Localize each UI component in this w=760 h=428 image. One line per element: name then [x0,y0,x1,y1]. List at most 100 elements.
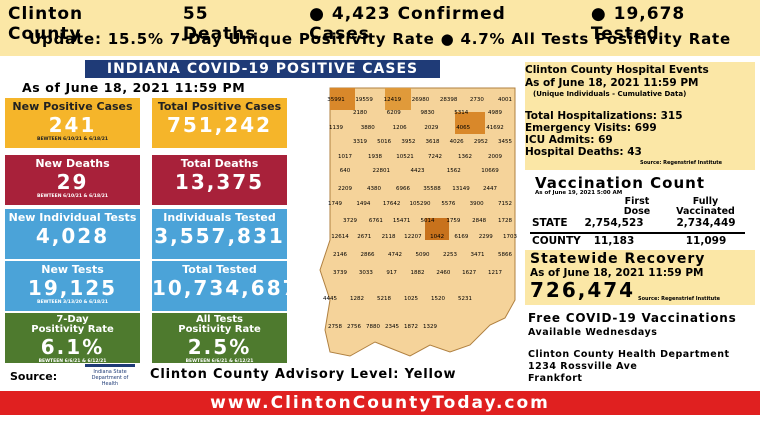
county-count: 4001 [498,97,512,103]
stat-label: Individuals Tested [163,211,276,224]
header-item: ● 19,678 Tested [590,4,686,44]
stat-label: Total Deaths [180,157,259,170]
county-count: 12419 [384,97,402,103]
county-count: 1139 [329,125,343,131]
stat-value: 13,375 [174,170,265,194]
county-count: 3471 [471,252,485,258]
stat-label: New Deaths [35,157,110,170]
stat-value: 4,028 [35,224,110,248]
hospital-line: Total Hospitalizations: 315 [525,110,683,122]
county-count: 5014 [421,218,435,224]
hospital-source: Source: Regenstrief Institute [640,160,723,166]
url: www.ClintonCountyToday.com [0,391,760,415]
county-count: 2758 [328,324,342,330]
county-shade [330,88,355,110]
stat-value: 6.1% [40,335,105,359]
stat-note: BEWTEEN 6/6/21 & 6/12/21 [185,359,254,364]
county-count: 3729 [343,218,357,224]
vacc-cell: 11,099 [685,235,727,247]
hospital-title: Clinton County Hospital Events [525,64,709,76]
county-count: 4380 [367,186,381,192]
header-item: 55 Deaths [182,4,257,44]
vacc-col: First Dose [623,196,651,217]
stat-value: 3,557,831 [154,224,285,248]
county-count: 1362 [458,154,472,160]
hospital-sub: (Unique Individuals - Cumulative Data) [533,90,687,98]
stat-value: 751,242 [166,113,273,137]
stat-label: New Tests [41,263,104,276]
recovery-as-of: As of June 18, 2021 11:59 PM [530,267,704,279]
source-label: Source: [10,370,58,383]
header [0,0,760,56]
stat-box: 7-Day Positivity Rate 6.1% BEWTEEN 6/6/21 … [5,313,140,364]
county-count: 2009 [488,154,502,160]
county-count: 1759 [446,218,460,224]
county-count: 19559 [355,97,373,103]
county-count: 2671 [357,234,371,240]
county-count: 640 [340,168,351,174]
vacc-as-of: As of June 19, 2021 5:00 AM [535,190,623,196]
divider [530,232,745,234]
stat-box: New Deaths 29 BEWTEEN 6/10/21 & 6/18/21 [5,155,140,205]
recovery-value: 726,474 [530,278,636,302]
stat-value: 10,734,687 [152,276,299,300]
county-count: 5231 [458,296,472,302]
county-count: 1703 [503,234,517,240]
county-count: 9830 [421,110,435,116]
stat-value: 2.5% [187,335,252,359]
county-count: 1025 [404,296,418,302]
stat-box: New Individual Tests 4,028 [5,209,140,259]
county-count: 5218 [377,296,391,302]
county-count: 1749 [328,201,342,207]
header-line: Clinton County 55 Deaths ● 4,423 Confirm… [8,4,758,44]
county-count: 3900 [470,201,484,207]
stat-note: BEWTEEN 6/6/21 & 6/12/21 [38,359,107,364]
stat-value: 19,125 [27,276,118,300]
vacc-col: Fully Vaccinated [676,196,735,217]
free-line: Frankfort [528,373,583,384]
stat-box: Total Deaths 13,375 [152,155,287,205]
county-count: 2848 [472,218,486,224]
stat-label: 7-Day Positivity Rate [31,314,114,335]
stat-note: BEWTEEN 3/13/20 & 6/18/21 [37,300,108,305]
county-count: 2299 [479,234,493,240]
county-count: 4445 [323,296,337,302]
county-count: 7880 [366,324,380,330]
stat-label: New Positive Cases [12,100,133,113]
county-shade [425,218,449,240]
county-count: 5866 [498,252,512,258]
county-count: 2118 [382,234,396,240]
county-count: 12614 [331,234,349,240]
county-count: 3880 [361,125,375,131]
as-of: As of June 18, 2021 11:59 PM [22,80,246,95]
hospital-line: Emergency Visits: 699 [525,122,657,134]
stat-label: Total Tested [182,263,257,276]
county-count: 17642 [383,201,401,207]
header-item: ● 4,423 Confirmed Cases [309,4,506,44]
state-shape [319,87,516,357]
county-count: 4065 [456,125,470,131]
county-count: 15471 [393,218,411,224]
county-count: 6966 [396,186,410,192]
county-count: 1562 [447,168,461,174]
stat-box: Individuals Tested 3,557,831 [152,209,287,259]
county-count: 12207 [404,234,422,240]
county-count: 35991 [327,97,345,103]
county-count: 41692 [486,125,504,131]
hospital-line: ICU Admits: 69 [525,134,613,146]
county-count: 2952 [474,139,488,145]
county-count: 26980 [412,97,430,103]
county-count: 5016 [377,139,391,145]
hospital-box [525,62,755,170]
county-count: 1728 [498,218,512,224]
county-count: 3739 [333,270,347,276]
county-count: 6761 [369,218,383,224]
county-count: 2730 [470,97,484,103]
vacc-title: Vaccination Count [535,174,705,192]
recovery-source: Source: Regenstrief Institute [638,296,721,302]
county-count: 4989 [488,110,502,116]
stat-value: 29 [56,170,89,194]
advisory: Clinton County Advisory Level: Yellow [150,367,457,382]
